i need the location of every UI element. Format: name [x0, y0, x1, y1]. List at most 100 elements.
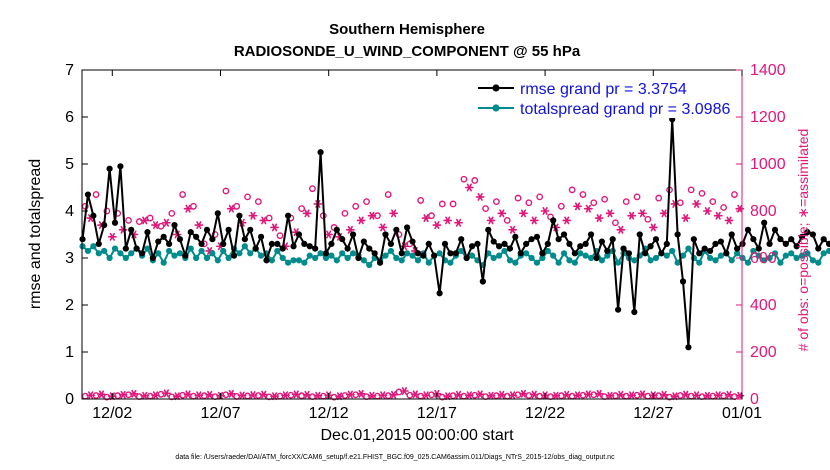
obs-possible-point	[536, 193, 544, 201]
rmse-point	[155, 238, 162, 245]
obs-assimilated-point	[464, 183, 474, 192]
x-tick-label: 01/01	[722, 405, 762, 422]
rmse-point	[734, 245, 741, 252]
obs-possible-point	[579, 191, 587, 198]
obs-assimilated-point	[118, 390, 128, 399]
obs-possible-point	[341, 209, 349, 217]
rmse-point	[744, 226, 752, 233]
y-right-tick-label: 800	[750, 203, 777, 220]
asterisk-stroke	[423, 214, 429, 222]
asterisk-stroke	[434, 221, 440, 230]
obs-possible-point	[179, 391, 187, 399]
obs-assimilated-point	[454, 218, 463, 227]
obs-assimilated-point	[161, 218, 171, 227]
asterisk-stroke	[271, 223, 278, 232]
totalspread-point	[203, 254, 211, 262]
obs-assimilated-point	[573, 391, 582, 400]
rmse-point	[523, 240, 530, 247]
rmse-point	[349, 231, 357, 238]
obs-assimilated-point	[529, 390, 539, 399]
obs-possible-point	[601, 195, 608, 203]
rmse-point	[295, 231, 303, 238]
obs-assimilated-point	[659, 390, 669, 399]
obs-assimilated-point	[627, 211, 637, 220]
rmse-point	[220, 240, 227, 247]
obs-assimilated-point	[259, 216, 269, 225]
asterisk-stroke	[715, 211, 721, 220]
totalspread-point	[209, 250, 216, 257]
rmse-point	[788, 236, 795, 243]
obs-assimilated-point	[692, 200, 701, 208]
asterisk-stroke	[423, 391, 429, 400]
totalspread-point	[804, 250, 811, 257]
asterisk-stroke	[271, 392, 278, 401]
series-rmse	[79, 116, 830, 351]
obs-possible-point	[395, 388, 403, 396]
totalspread-point	[782, 252, 789, 259]
x-tick-label: 12/12	[309, 405, 349, 422]
totalspread-point	[111, 245, 119, 252]
legend-totalspread-marker	[492, 104, 500, 112]
rmse-point	[317, 149, 324, 156]
obs-possible-point	[449, 200, 457, 208]
asterisk-stroke	[185, 390, 191, 399]
obs-assimilated-point	[659, 209, 669, 218]
rmse-point	[815, 245, 822, 252]
obs-assimilated-point	[205, 390, 215, 399]
obs-assimilated-point	[226, 389, 236, 398]
rmse-point	[571, 250, 578, 257]
rmse-point	[685, 344, 692, 351]
asterisk-stroke	[466, 183, 472, 192]
totalspread-point	[679, 252, 687, 259]
totalspread-point	[247, 250, 254, 257]
obs-possible-point	[698, 189, 706, 197]
asterisk-stroke	[704, 207, 710, 215]
y-right-tick-label: 400	[750, 297, 777, 314]
y-right-tick-label: 200	[750, 344, 777, 361]
totalspread-point	[523, 250, 530, 257]
totalspread-point	[582, 252, 589, 259]
asterisk-stroke	[380, 391, 386, 400]
asterisk-stroke	[596, 389, 602, 398]
rmse-point	[674, 231, 681, 238]
asterisk-stroke	[618, 390, 624, 399]
obs-possible-point	[633, 193, 641, 201]
obs-assimilated-point	[713, 391, 723, 400]
asterisk-stroke	[531, 390, 537, 399]
asterisk-stroke	[499, 209, 505, 218]
rmse-point	[333, 226, 340, 233]
asterisk-stroke	[466, 391, 472, 400]
rmse-point	[528, 236, 535, 243]
y-tick-label: 3	[65, 250, 74, 267]
totalspread-point	[539, 254, 546, 262]
totalspread-point	[566, 257, 573, 264]
obs-assimilated-point	[605, 391, 615, 400]
rmse-point	[247, 226, 254, 233]
obs-assimilated-point	[724, 216, 734, 225]
rmse-point	[182, 252, 189, 259]
totalspread-point	[322, 254, 330, 262]
obs-possible-point	[103, 393, 111, 401]
totalspread-point	[387, 247, 394, 255]
asterisk-stroke	[261, 216, 267, 225]
asterisk-stroke	[726, 390, 732, 399]
totalspread-point	[404, 250, 411, 257]
rmse-point	[225, 226, 232, 233]
rmse-point	[230, 252, 238, 259]
obs-assimilated-point	[140, 216, 150, 225]
obs-assimilated-point	[161, 389, 171, 398]
obs-possible-point	[460, 175, 468, 183]
totalspread-point	[663, 252, 670, 259]
y-tick-label: 1	[65, 344, 74, 361]
asterisk-stroke	[239, 391, 245, 400]
asterisk-stroke	[510, 225, 516, 234]
asterisk-stroke	[250, 391, 256, 399]
y-right-tick-label: 0	[750, 391, 759, 408]
obs-possible-point	[157, 390, 165, 398]
totalspread-point	[155, 250, 162, 257]
totalspread-point	[717, 252, 725, 259]
rmse-point	[728, 231, 735, 238]
rmse-point	[609, 236, 616, 243]
totalspread-point	[144, 245, 151, 252]
totalspread-point	[344, 254, 351, 262]
